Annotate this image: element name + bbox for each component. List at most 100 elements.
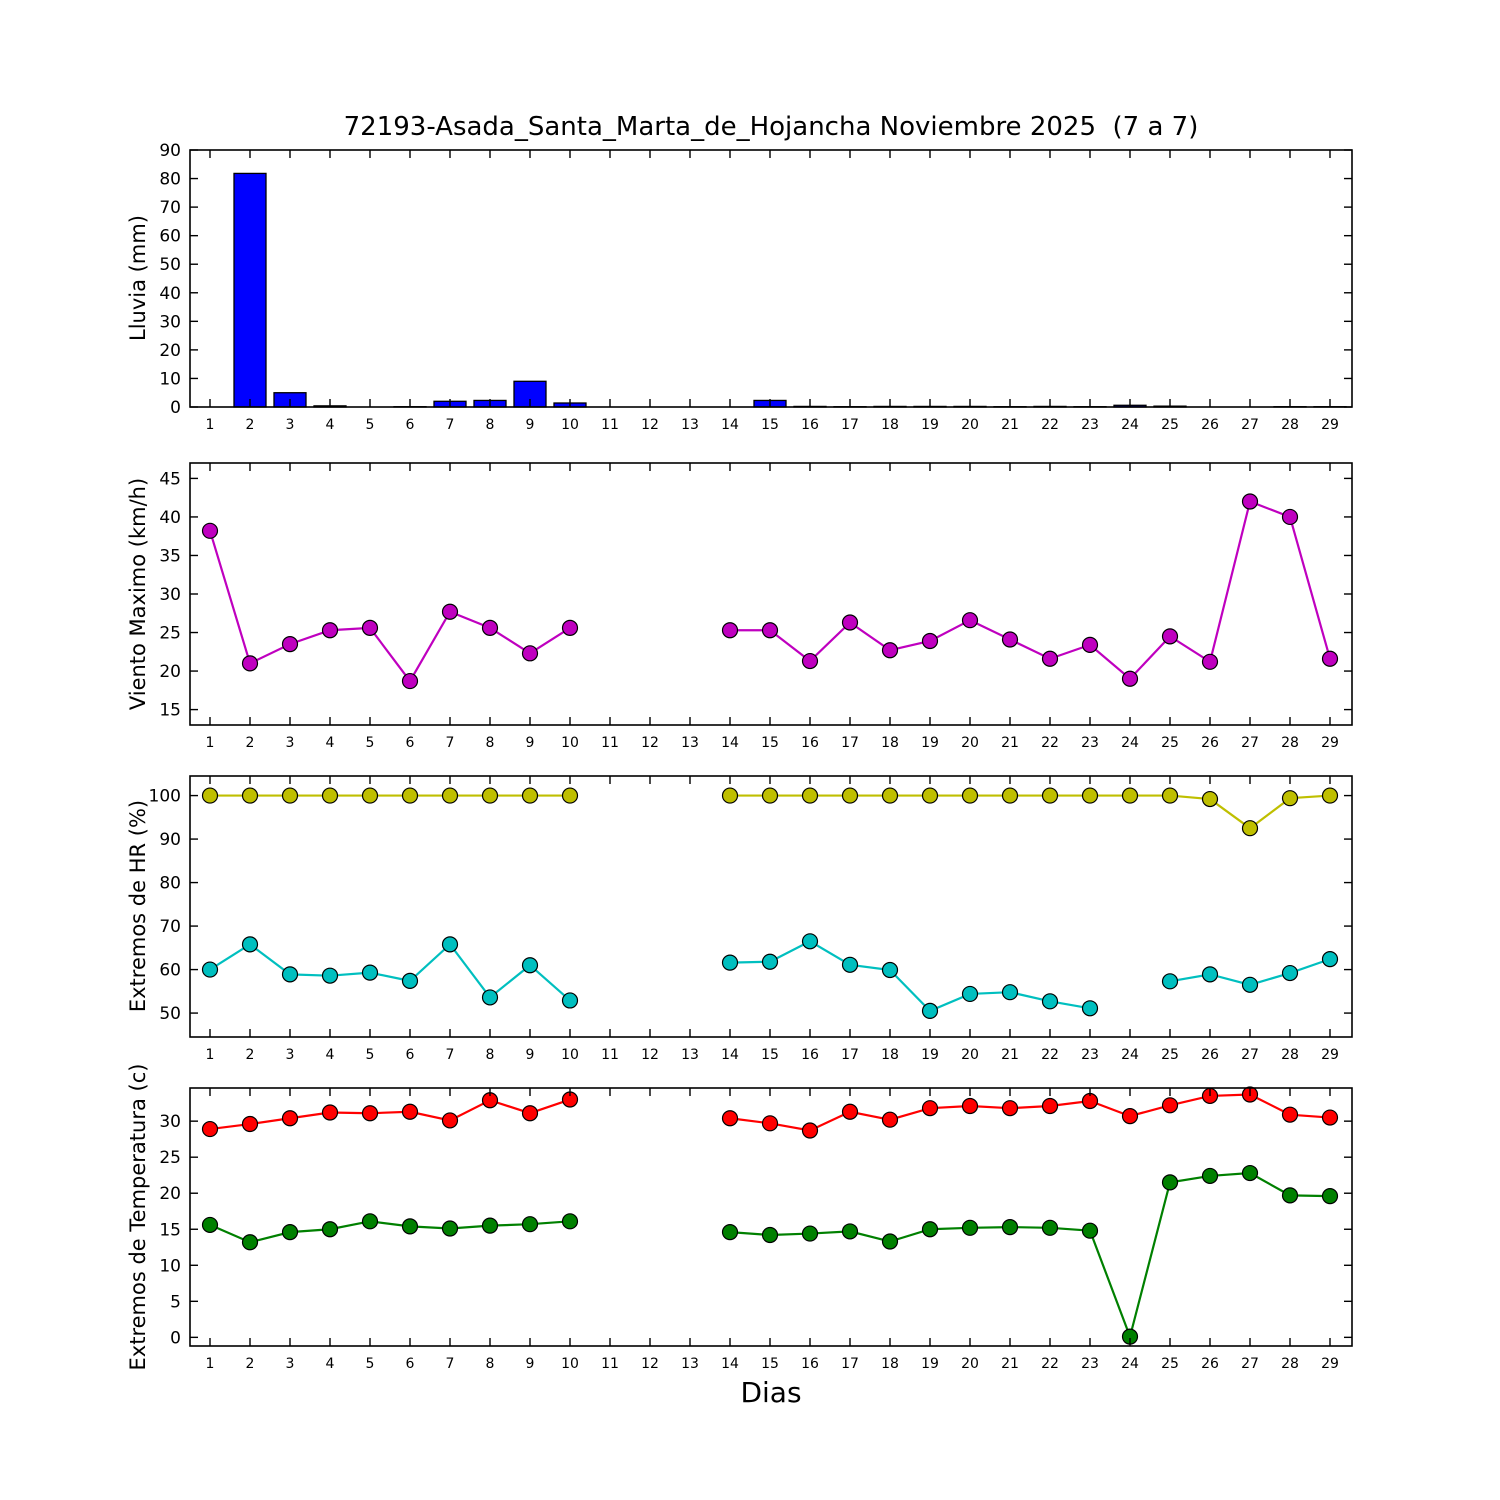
hr-maxima-point-day-4 [321, 787, 339, 804]
hr-maxima-line [210, 794, 1331, 830]
y-tick-label: 50 [159, 1004, 181, 1024]
x-tick-label: 20 [961, 417, 979, 433]
viento-maximo-point-day-8 [481, 619, 499, 637]
x-tick-label: 27 [1241, 417, 1259, 433]
hr-minima-point-day-23 [1081, 1000, 1099, 1017]
hr-minima-line [209, 940, 1331, 1013]
x-tick-label: 8 [486, 735, 495, 751]
x-tick-label: 8 [486, 1047, 495, 1063]
viento-maximo-point-day-7 [441, 603, 459, 620]
viento-maximo-point-day-28 [1281, 508, 1299, 526]
x-tick-label: 26 [1201, 1356, 1219, 1372]
x-tick-label: 19 [921, 1047, 939, 1063]
temperatura-minima-point-day-28 [1281, 1187, 1299, 1204]
y-tick-label: 20 [159, 662, 181, 682]
x-tick-label: 23 [1081, 1047, 1099, 1063]
temperatura-minima-point-day-20 [961, 1219, 979, 1236]
temperatura-maxima-point-day-15 [761, 1115, 779, 1132]
hr-minima-point-day-8 [481, 989, 499, 1006]
x-tick-label: 28 [1281, 735, 1299, 751]
x-tick-label: 8 [486, 417, 495, 433]
hr-minima-point-day-1 [201, 961, 219, 978]
x-tick-label: 13 [681, 735, 699, 751]
x-tick-label: 2 [246, 417, 255, 433]
temperatura-minima-point-day-19 [921, 1221, 939, 1238]
temperatura-maxima-point-day-18 [881, 1111, 899, 1128]
x-tick-label: 18 [881, 1047, 899, 1063]
xlabel-dias: Dias [740, 1376, 802, 1409]
x-tick-label: 17 [841, 735, 859, 751]
y-tick-label: 0 [170, 1328, 181, 1348]
x-tick-label: 5 [366, 1356, 375, 1372]
x-tick-label: 9 [526, 1356, 535, 1372]
viento-maximo-point-day-9 [521, 645, 539, 662]
y-tick-label: 5 [170, 1292, 181, 1312]
y-tick-label: 60 [159, 227, 181, 247]
hr-minima-point-day-14 [721, 954, 739, 971]
x-tick-label: 6 [406, 1356, 415, 1372]
x-tick-label: 9 [526, 1047, 535, 1063]
hr-maxima-point-day-5 [361, 787, 379, 804]
x-tick-label: 24 [1121, 1047, 1139, 1063]
temperatura-minima-point-day-9 [521, 1216, 539, 1233]
hr-maxima-point-day-9 [521, 787, 539, 804]
hr-maxima-point-day-23 [1081, 787, 1099, 804]
temperatura-minima-point-day-2 [241, 1234, 259, 1251]
hr-maxima-point-day-15 [761, 787, 779, 804]
hr-maxima-point-day-26 [1201, 790, 1219, 808]
x-tick-label: 21 [1001, 1356, 1019, 1372]
temperatura-maxima-point-day-20 [961, 1097, 979, 1115]
hr-maxima-point-day-20 [961, 787, 979, 804]
x-tick-label: 23 [1081, 735, 1099, 751]
x-tick-label: 5 [366, 735, 375, 751]
x-tick-label: 10 [561, 417, 579, 433]
x-tick-label: 1 [206, 1356, 215, 1372]
hr-maxima-point-day-18 [881, 787, 899, 804]
hr-maxima-point-day-2 [241, 787, 259, 804]
x-tick-label: 22 [1041, 735, 1059, 751]
viento-maximo-point-day-4 [321, 622, 339, 639]
x-tick-label: 16 [801, 735, 819, 751]
viento-maximo-point-day-6 [401, 672, 419, 690]
x-tick-label: 2 [246, 735, 255, 751]
x-tick-label: 2 [246, 1356, 255, 1372]
hr-maxima-point-day-8 [481, 787, 499, 804]
hr-minima-point-day-7 [441, 936, 459, 953]
hr-minima-point-day-26 [1201, 966, 1219, 983]
temperatura-minima-point-day-23 [1081, 1222, 1099, 1239]
x-tick-label: 4 [326, 1047, 335, 1063]
x-tick-label: 6 [406, 417, 415, 433]
hr-minima-point-day-27 [1241, 976, 1259, 993]
temperatura-maxima-point-day-29 [1321, 1109, 1339, 1126]
hr-minima-point-day-5 [361, 964, 379, 981]
y-tick-label: 90 [159, 830, 181, 850]
temperatura-minima-point-day-6 [401, 1218, 419, 1235]
hr-maxima-point-day-10 [561, 787, 579, 804]
x-tick-label: 7 [446, 1356, 455, 1372]
x-tick-label: 14 [721, 1047, 739, 1063]
x-tick-label: 14 [721, 417, 739, 433]
temperatura-maxima-point-day-6 [401, 1103, 419, 1120]
x-tick-label: 11 [601, 735, 619, 751]
temperatura-maxima-point-day-16 [801, 1122, 819, 1139]
hr-maxima-point-day-29 [1321, 787, 1339, 804]
x-tick-label: 3 [286, 417, 295, 433]
temperatura-minima-point-day-26 [1201, 1167, 1219, 1185]
x-tick-label: 1 [206, 735, 215, 751]
hr-maxima-point-day-27 [1241, 820, 1259, 837]
viento-maximo-point-day-25 [1161, 628, 1179, 645]
x-tick-label: 3 [286, 1047, 295, 1063]
temperatura-maxima-line [209, 1093, 1331, 1132]
x-tick-label: 17 [841, 1047, 859, 1063]
hr-maxima-point-day-16 [801, 787, 819, 804]
x-tick-label: 1 [206, 417, 215, 433]
x-tick-label: 20 [961, 1047, 979, 1063]
temperatura-maxima-point-day-22 [1041, 1097, 1059, 1115]
viento-maximo-point-day-17 [841, 614, 859, 631]
y-tick-label: 0 [170, 398, 181, 418]
y-tick-label: 40 [159, 284, 181, 304]
x-tick-label: 10 [561, 1047, 579, 1063]
